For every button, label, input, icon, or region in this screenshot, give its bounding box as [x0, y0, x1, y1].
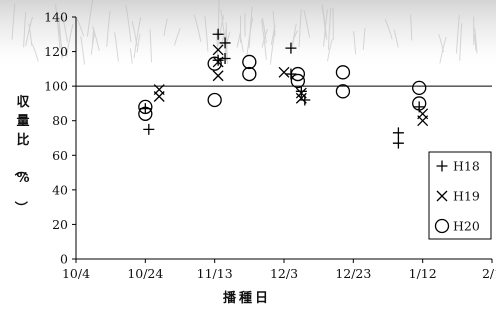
y-tick-label: 80 [52, 113, 68, 128]
y-tick-label: 0 [60, 252, 68, 267]
data-points [138, 28, 429, 149]
y-tick-label: 100 [44, 79, 68, 94]
x-axis-title: 播種日 [223, 290, 271, 306]
data-point-h20 [207, 92, 222, 108]
data-point-h20 [242, 66, 257, 82]
data-point-h19 [278, 66, 290, 78]
x-tick-label: 12/3 [270, 266, 298, 281]
series-h19 [153, 44, 429, 127]
y-tick-label: 140 [44, 10, 68, 25]
data-point-h20 [412, 80, 427, 96]
y-axis-title: 収量比（%） [12, 95, 30, 214]
data-point-h20 [290, 73, 306, 89]
y-tick-label: 120 [44, 44, 68, 59]
data-point-h18 [212, 54, 224, 66]
data-point-h20 [138, 99, 153, 115]
data-point-h20 [242, 54, 257, 70]
data-point-h18 [219, 37, 231, 49]
legend-label-h19: H19 [453, 189, 480, 204]
x-tick-label: 12/23 [335, 266, 371, 281]
data-point-h19 [295, 92, 307, 104]
y-tick-label: 60 [52, 148, 68, 163]
data-point-h19 [212, 44, 224, 56]
y-tick-label: 40 [52, 182, 68, 197]
legend-label-h20: H20 [453, 219, 480, 234]
data-point-h20 [290, 66, 306, 82]
legend: H18 H19 H20 [428, 151, 492, 240]
data-point-h20 [207, 56, 222, 71]
data-point-h20 [412, 96, 427, 111]
data-point-h19 [417, 115, 429, 127]
data-point-h18 [295, 85, 307, 97]
data-point-h20 [335, 84, 351, 99]
x-tick-label: 10/24 [127, 266, 163, 281]
data-point-h18 [212, 28, 224, 40]
x-tick-label: 11/13 [197, 266, 233, 281]
series-h20 [138, 54, 427, 121]
x-tick-label: 2/1 [482, 266, 496, 281]
y-tick-label: 20 [52, 217, 68, 232]
legend-marker-h20 [434, 218, 450, 234]
legend-label-h18: H18 [453, 159, 480, 174]
data-point-h18 [143, 123, 155, 135]
data-point-h19 [212, 70, 224, 82]
data-point-h18 [285, 42, 297, 54]
x-tick-label: 10/4 [62, 266, 90, 281]
data-point-h20 [335, 65, 351, 80]
x-ticks: 10/4 10/24 11/13 12/3 12/23 1/12 2/1 [62, 259, 496, 281]
x-tick-label: 1/12 [409, 266, 437, 281]
legend-marker-h19 [436, 190, 448, 202]
y-ticks: 0 20 40 60 80 100 120 140 [44, 10, 76, 267]
data-point-h18 [392, 137, 404, 149]
data-point-h19 [153, 91, 165, 102]
data-point-h18 [392, 127, 404, 139]
data-point-h20 [138, 106, 153, 121]
data-point-h19 [295, 87, 307, 99]
background-photo [0, 0, 496, 70]
legend-marker-h18 [436, 160, 448, 172]
